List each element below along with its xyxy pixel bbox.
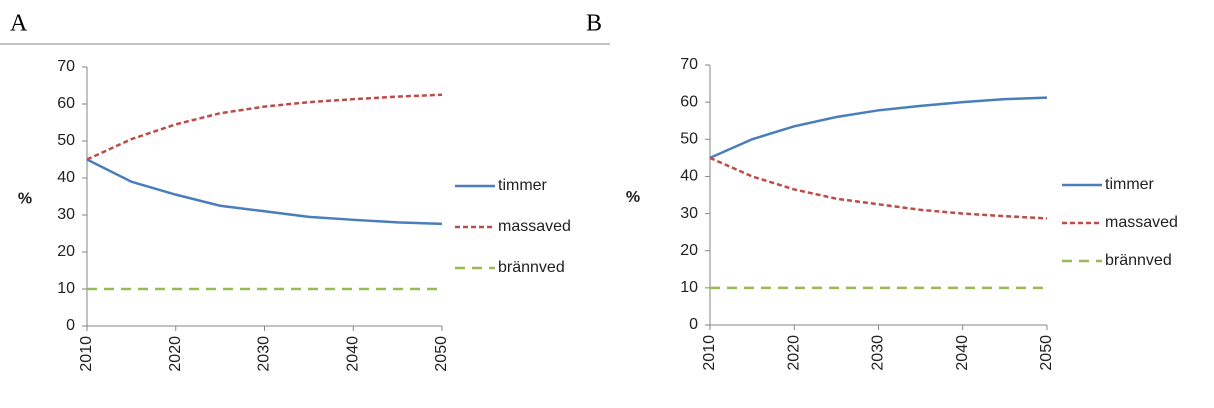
legend-label: massaved (1105, 214, 1178, 231)
data-line (86, 158, 443, 226)
y-tick-label: 60 (57, 95, 75, 112)
data-line (86, 93, 443, 161)
x-tick-label: 2030 (870, 335, 887, 371)
y-tick-label: 20 (57, 243, 75, 260)
y-tick-label: 30 (57, 206, 75, 223)
panel-label: A (10, 11, 28, 37)
legend-label: massaved (498, 218, 571, 235)
x-tick-label: 2020 (785, 335, 802, 371)
x-tick-label: 2050 (1038, 335, 1055, 371)
x-tick-label: 2020 (167, 336, 184, 372)
x-tick-label: 2050 (433, 336, 450, 372)
x-tick-label: 2040 (954, 335, 971, 371)
y-tick-label: 10 (57, 280, 75, 297)
legend-label: timmer (498, 177, 548, 194)
y-tick-label: 70 (680, 56, 698, 73)
y-tick-label: 70 (57, 58, 75, 75)
y-tick-label: 10 (680, 279, 698, 296)
x-tick-label: 2010 (701, 335, 718, 371)
y-tick-label: 50 (680, 131, 698, 148)
x-tick-label: 2030 (256, 336, 273, 372)
data-line (709, 156, 1048, 220)
y-tick-label: 0 (66, 317, 75, 334)
y-tick-label: 20 (680, 242, 698, 259)
data-line (709, 96, 1048, 160)
y-axis-label: % (626, 189, 640, 206)
y-tick-label: 40 (680, 168, 698, 185)
y-tick-label: 0 (689, 316, 698, 333)
panel-label: B (586, 11, 602, 37)
x-tick-label: 2040 (344, 336, 361, 372)
y-tick-label: 40 (57, 169, 75, 186)
legend-label: brännved (1105, 252, 1172, 269)
y-tick-label: 30 (680, 205, 698, 222)
y-axis-label: % (18, 191, 32, 208)
legend-label: brännved (498, 259, 565, 276)
y-tick-label: 60 (680, 93, 698, 110)
y-tick-label: 50 (57, 132, 75, 149)
legend-label: timmer (1105, 176, 1155, 193)
x-tick-label: 2010 (78, 336, 95, 372)
